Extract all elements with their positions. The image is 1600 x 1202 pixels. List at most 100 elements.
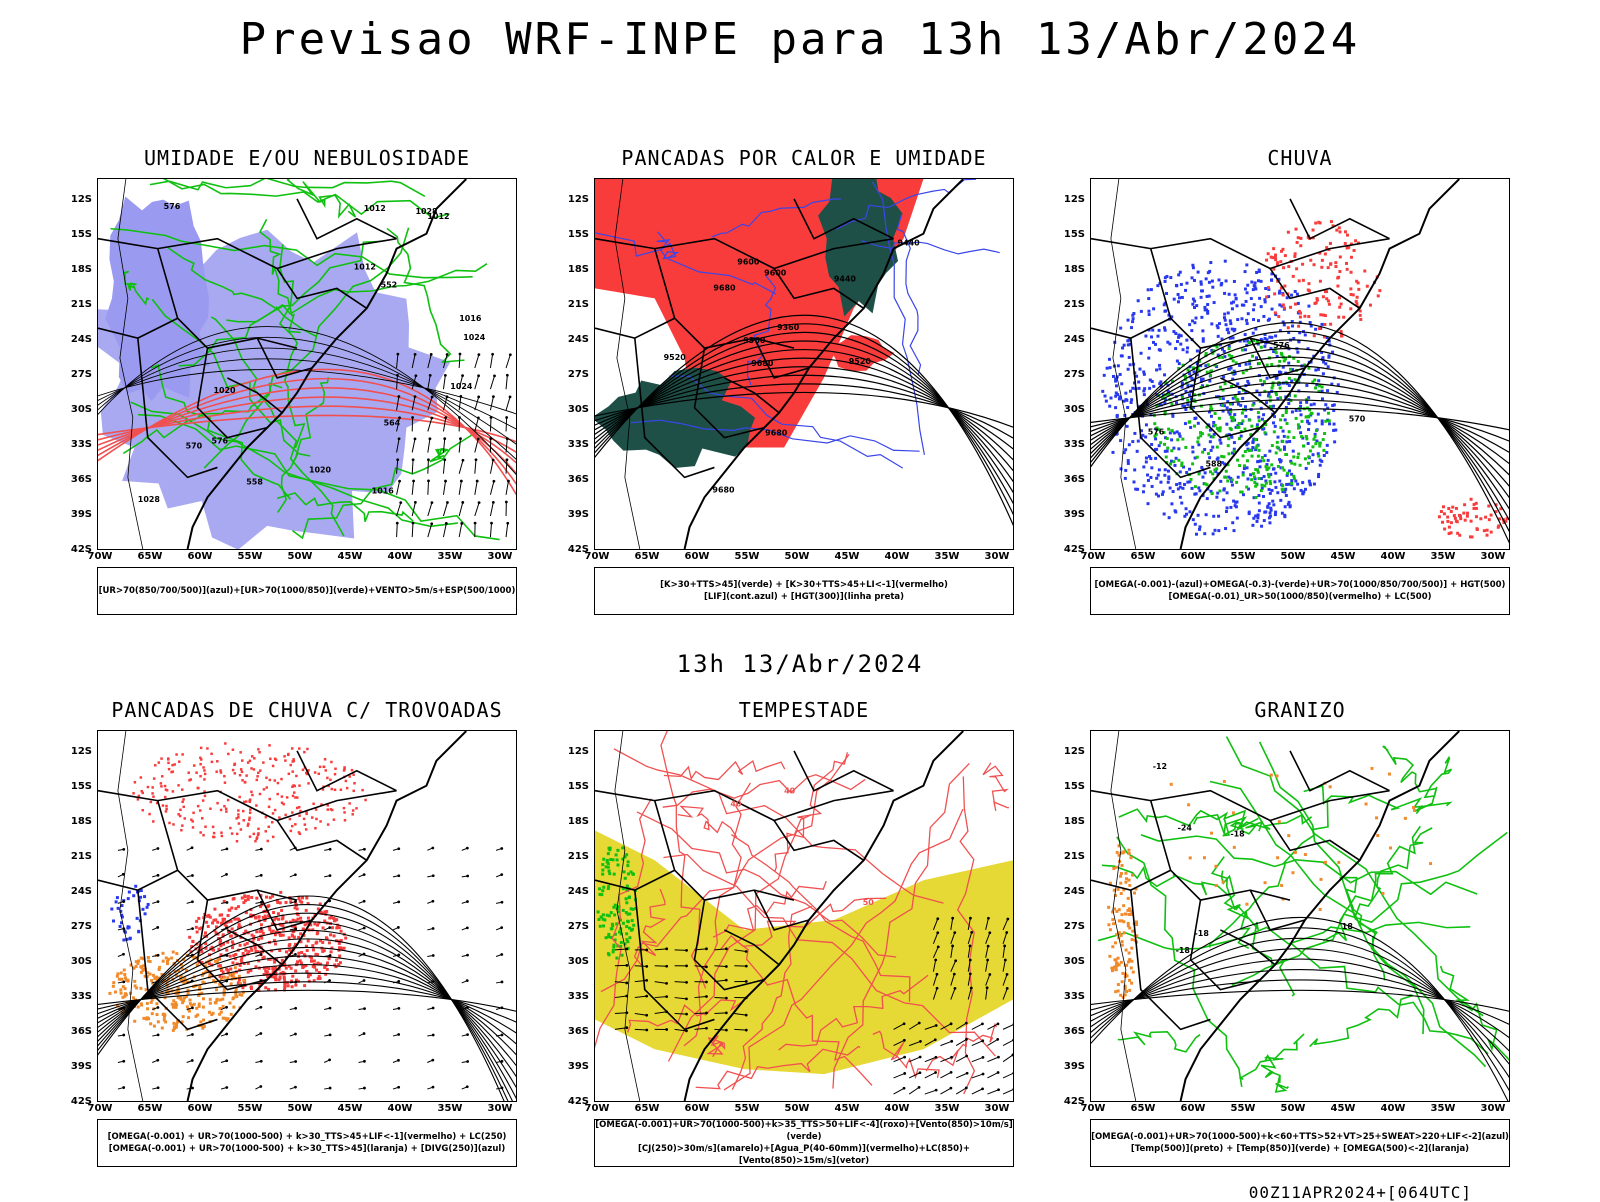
panel-legend: [OMEGA(-0.001)-(azul)+OMEGA(-0.3)-(verde… — [1090, 567, 1510, 615]
precip-cell — [1187, 803, 1190, 806]
precip-cell — [183, 996, 186, 999]
precip-cell — [1205, 352, 1208, 355]
precip-cell — [1227, 437, 1230, 440]
precip-cell — [281, 802, 283, 804]
precip-cell — [1245, 300, 1248, 303]
wind-vector — [475, 460, 476, 474]
precip-cell — [1107, 906, 1110, 909]
precip-cell — [128, 891, 131, 894]
wind-vector-head — [965, 1086, 968, 1089]
precip-cell — [1230, 436, 1233, 439]
precip-cell — [146, 906, 149, 909]
precip-cell — [1466, 512, 1469, 515]
precip-cell — [1144, 436, 1147, 439]
wind-vector — [909, 1057, 920, 1062]
precip-cell — [1244, 270, 1247, 273]
precip-cell — [1117, 364, 1120, 367]
precip-cell — [327, 823, 329, 825]
precip-cell — [344, 937, 347, 940]
lat-tick-label: 12S — [561, 746, 589, 757]
precip-cell — [1287, 265, 1290, 268]
precip-cell — [191, 820, 193, 822]
precip-cell — [236, 840, 238, 842]
wind-vector-head — [466, 1060, 469, 1063]
precip-cell — [333, 818, 335, 820]
precip-cell — [1273, 467, 1276, 470]
precip-cell — [263, 956, 266, 959]
wind-vector-head — [363, 873, 366, 876]
precip-cell — [1119, 327, 1122, 330]
precip-cell — [264, 915, 267, 918]
precip-cell — [1236, 304, 1239, 307]
precip-cell — [1232, 811, 1235, 814]
border-line — [1290, 751, 1390, 791]
precip-cell — [324, 758, 326, 760]
lon-tick-label: 50W — [782, 551, 812, 562]
precip-cell — [257, 834, 259, 836]
precip-cell — [245, 774, 247, 776]
precip-cell — [142, 1017, 145, 1020]
wind-vector-head — [466, 954, 469, 957]
wind-vector-head — [122, 927, 125, 930]
wind-vector-head — [951, 945, 954, 948]
precip-cell — [1263, 380, 1266, 383]
wind-vector-head — [122, 980, 125, 983]
precip-cell — [199, 809, 201, 811]
precip-cell — [311, 944, 314, 947]
precip-cell — [1109, 366, 1112, 369]
precip-cell — [232, 769, 234, 771]
precip-cell — [607, 935, 610, 938]
precip-cell — [319, 820, 321, 822]
precip-cell — [1279, 426, 1282, 429]
wind-vector-head — [509, 353, 512, 356]
precip-cell — [231, 927, 234, 930]
legend-line: [OMEGA(-0.001) + UR>70(1000-500) + k>30_… — [98, 1143, 516, 1155]
lat-tick-label: 36S — [1057, 1026, 1085, 1037]
precip-cell — [1248, 362, 1251, 365]
lon-tick-label: 40W — [1378, 1103, 1408, 1114]
contour-label: -24 — [1178, 823, 1193, 832]
wind-vector-head — [625, 982, 628, 985]
wind-vector-head — [936, 973, 939, 976]
contour-label: 9680 — [765, 429, 788, 438]
precip-cell — [613, 913, 616, 916]
precip-cell — [293, 785, 295, 787]
precip-cell — [1281, 414, 1284, 417]
precip-cell — [158, 966, 161, 969]
precip-cell — [1330, 220, 1333, 223]
precip-cell — [1296, 351, 1299, 354]
precip-cell — [1224, 319, 1227, 322]
lon-tick-label: 60W — [1178, 1103, 1208, 1114]
precip-cell — [1301, 481, 1304, 484]
precip-cell — [297, 952, 300, 955]
precip-cell — [1111, 918, 1114, 921]
precip-cell — [187, 1016, 190, 1019]
precip-cell — [1268, 336, 1271, 339]
precip-cell — [240, 957, 243, 960]
wind-vector-head — [328, 979, 331, 982]
precip-cell — [1206, 303, 1209, 306]
wind-vector-head — [997, 1056, 1000, 1059]
precip-cell — [1185, 507, 1188, 510]
panel-title: UMIDADE E/OU NEBULOSIDADE — [97, 146, 517, 170]
lon-tick-label: 65W — [1128, 1103, 1158, 1114]
precip-cell — [1168, 516, 1171, 519]
precip-cell — [1172, 447, 1175, 450]
precip-cell — [1191, 450, 1194, 453]
wind-vector — [475, 376, 479, 389]
lat-tick-label: 15S — [64, 781, 92, 792]
wind-vector-head — [294, 846, 297, 849]
precip-cell — [294, 984, 297, 987]
precip-cell — [291, 770, 293, 772]
precip-cell — [1270, 278, 1273, 281]
precip-cell — [259, 930, 262, 933]
lat-tick-label: 21S — [64, 299, 92, 310]
precip-cell — [628, 927, 631, 930]
precip-cell — [280, 778, 282, 780]
wind-vector — [412, 439, 415, 453]
wind-vector — [459, 439, 460, 453]
precip-cell — [189, 1002, 192, 1005]
precip-cell — [1253, 481, 1256, 484]
precip-cell — [165, 810, 167, 812]
precip-cell — [1270, 774, 1273, 777]
